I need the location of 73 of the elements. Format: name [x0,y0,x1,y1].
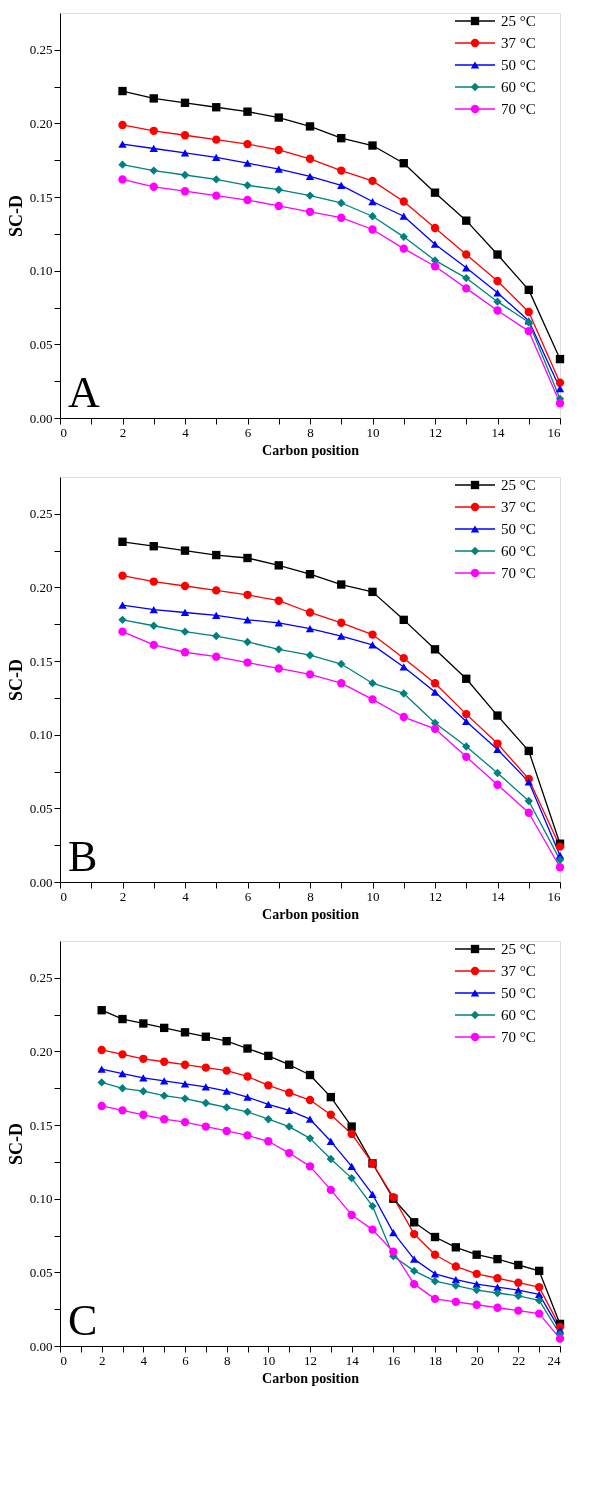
y-tick-label: 0.20 [29,579,53,595]
y-tick-label: 0.25 [29,506,53,522]
x-tick-label: 16 [547,888,561,904]
x-tick-label: 16 [387,1352,401,1368]
legend-label: 50 °C [501,985,536,1001]
x-tick-label: 0 [60,888,67,904]
x-tick-label: 24 [547,1352,561,1368]
x-tick-label: 2 [119,888,127,904]
y-tick-label: 0.20 [29,1043,53,1059]
x-tick-label: 14 [491,888,505,904]
legend-label: 70 °C [501,565,536,581]
y-tick-label: 0.15 [29,653,53,669]
x-tick-label: 10 [262,1352,276,1368]
y-tick-label: 0.05 [29,336,53,352]
x-tick-label: 12 [429,424,442,440]
x-tick-label: 14 [491,424,505,440]
legend-label: 25 °C [501,941,536,957]
x-tick-label: 4 [182,888,190,904]
x-tick-label: 8 [307,424,314,440]
x-tick-label: 2 [98,1352,106,1368]
x-tick-label: 6 [244,424,252,440]
x-tick-label: 12 [429,888,442,904]
x-axis-title: Carbon position [262,906,360,922]
x-tick-label: 20 [470,1352,484,1368]
x-tick-label: 16 [547,424,561,440]
legend-label: 60 °C [501,79,536,95]
legend-label: 70 °C [501,1029,536,1045]
y-tick-label: 0.15 [29,1117,53,1133]
x-tick-label: 14 [345,1352,360,1368]
y-tick-label: 0.05 [29,800,53,816]
annotation: B [68,832,98,881]
annotation: A [68,368,100,417]
x-tick-label: 0 [60,424,67,440]
legend-label: 60 °C [501,543,536,559]
legend-label: 70 °C [501,101,536,117]
y-axis-title: SC-D [5,194,26,238]
y-tick-label: 0.20 [29,115,53,131]
y-tick-label: 0.00 [29,410,53,426]
y-tick-label: 0.15 [29,189,53,205]
y-tick-label: 0.05 [29,1264,53,1280]
y-tick-label: 0.00 [29,1338,53,1354]
annotation: C [68,1296,98,1345]
legend-label: 50 °C [501,521,536,537]
legend-label: 37 °C [501,963,536,979]
x-tick-label: 12 [304,1352,317,1368]
y-tick-label: 0.00 [29,874,53,890]
x-tick-label: 18 [429,1352,442,1368]
y-tick-label: 0.10 [29,727,53,743]
x-tick-label: 6 [182,1352,190,1368]
x-tick-label: 0 [60,1352,67,1368]
x-tick-label: 8 [307,888,314,904]
x-tick-label: 10 [366,424,380,440]
legend-label: 25 °C [501,13,536,29]
y-tick-label: 0.10 [29,1191,53,1207]
x-tick-label: 2 [119,424,127,440]
legend-label: 60 °C [501,1007,536,1023]
x-axis-title: Carbon position [262,442,360,458]
x-axis-title: Carbon position [262,1370,360,1386]
legend-label: 50 °C [501,57,536,73]
x-tick-label: 4 [140,1352,148,1368]
legend-label: 25 °C [501,477,536,493]
x-tick-label: 8 [223,1352,231,1368]
y-tick-label: 0.25 [29,970,53,986]
legend-label: 37 °C [501,499,536,515]
y-tick-label: 0.25 [29,42,53,58]
x-tick-label: 10 [366,888,380,904]
legend-label: 37 °C [501,35,536,51]
x-tick-label: 22 [512,1352,526,1368]
y-axis-title: SC-D [5,658,26,702]
y-axis-title: SC-D [5,1122,26,1166]
x-tick-label: 6 [244,888,252,904]
y-tick-label: 0.10 [29,263,53,279]
x-tick-label: 4 [182,424,190,440]
